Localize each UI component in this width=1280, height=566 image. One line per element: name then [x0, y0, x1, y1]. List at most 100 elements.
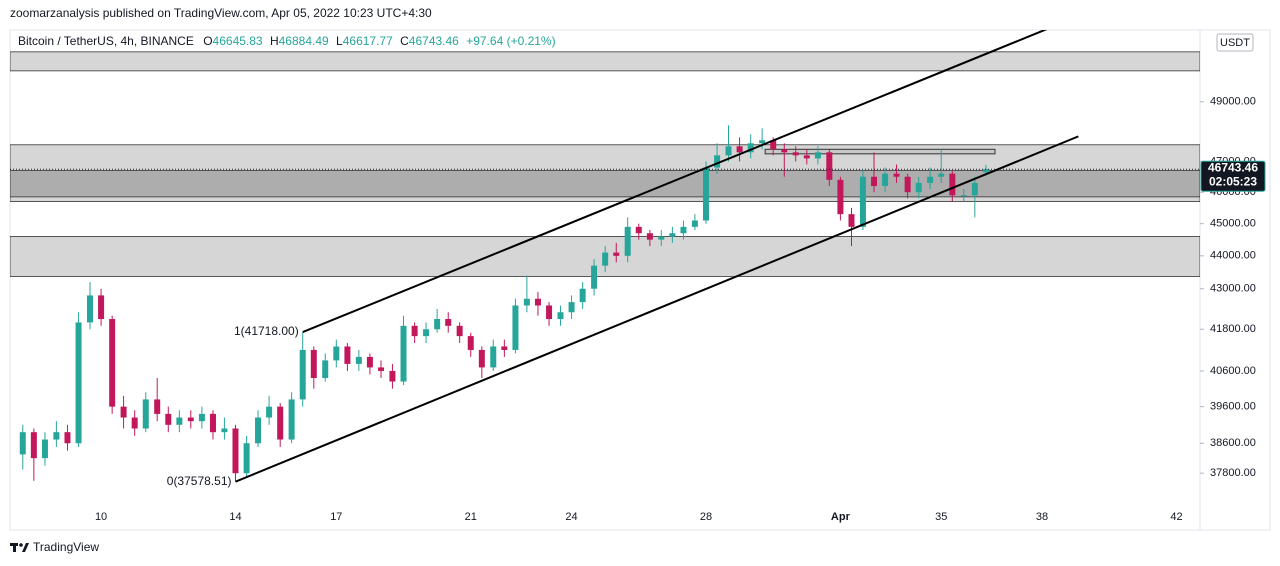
candle-body [19, 432, 26, 455]
candle-body [770, 140, 777, 150]
currency-button[interactable] [1216, 33, 1254, 52]
y-tick-label: 40600.00 [1210, 365, 1256, 377]
brand-logo [10, 543, 29, 552]
price-zone [10, 51, 1200, 72]
price-zone [10, 170, 1200, 198]
candle-body [187, 417, 194, 422]
candle-body [389, 370, 396, 382]
y-tick-label: 43000.00 [1210, 283, 1256, 295]
candle-body [635, 226, 642, 234]
candle-body [658, 236, 665, 240]
candle-body [534, 298, 541, 306]
y-tick-label: 39600.00 [1210, 401, 1256, 413]
candle-body [702, 167, 709, 221]
candle-body [512, 305, 519, 350]
symbol-legend: Bitcoin / TetherUS, 4h, BINANCE O46645.8… [18, 34, 556, 48]
candle-body [691, 220, 698, 227]
candle-body [423, 329, 430, 337]
candle-body [814, 152, 821, 159]
x-tick-label: 38 [1036, 511, 1048, 523]
candle-body [310, 349, 317, 379]
candle-body [400, 325, 407, 382]
candle-body [826, 152, 833, 180]
candle-body [568, 302, 575, 313]
y-tick-label: 37800.00 [1210, 467, 1256, 479]
candle-body [109, 319, 116, 407]
candle-body [277, 406, 284, 440]
open-value: 46645.83 [213, 34, 263, 48]
candle-body [837, 179, 844, 215]
candle-body [714, 155, 721, 168]
candle-body [792, 152, 799, 156]
candle-body [680, 226, 687, 234]
candle-body [456, 325, 463, 337]
candle-body [86, 295, 93, 323]
candle-body [490, 346, 497, 368]
candle-body [344, 346, 351, 364]
candle-body [30, 432, 37, 459]
x-tick-label: 21 [465, 511, 477, 523]
brand: TradingView [33, 540, 99, 554]
candle-body [266, 406, 273, 418]
candle-body [971, 182, 978, 196]
candle-body [366, 356, 373, 368]
candle-body [75, 322, 82, 444]
y-tick-label: 49000.00 [1210, 96, 1256, 108]
candle-body [871, 176, 878, 187]
candle-body [904, 176, 911, 193]
candle-body [255, 417, 262, 444]
candle-body [624, 226, 631, 256]
candle-body [803, 155, 810, 159]
trend-line [235, 135, 1079, 483]
candle-body [120, 406, 127, 418]
candle-body [591, 265, 598, 289]
candle-body [434, 319, 441, 330]
candle-body [322, 360, 329, 379]
candle-body [445, 319, 452, 326]
x-tick-label: 35 [935, 511, 947, 523]
trend-line [302, 30, 1048, 333]
legend-background [12, 33, 540, 51]
close-label: C [400, 34, 409, 48]
x-tick-label: 24 [565, 511, 577, 523]
candle-body [747, 143, 754, 153]
y-tick-label: 45000.00 [1210, 218, 1256, 230]
candle-body [848, 214, 855, 227]
x-tick-label: 28 [700, 511, 712, 523]
candle-body [467, 336, 474, 350]
countdown: 02:05:23 [1209, 174, 1257, 188]
high-value: 46884.49 [279, 34, 329, 48]
candle-body [232, 428, 239, 474]
y-tick-label: 38600.00 [1210, 437, 1256, 449]
candle-body [41, 439, 48, 459]
x-tick-label: 14 [229, 511, 241, 523]
last-price: 46743.46 [1208, 160, 1258, 174]
candle-body [378, 367, 385, 371]
candle-body [736, 146, 743, 153]
change: +97.64 (+0.21%) [466, 34, 555, 48]
candle-body [333, 346, 340, 361]
candle-body [859, 176, 866, 227]
candle-body [198, 413, 205, 422]
low-label: L [336, 34, 343, 48]
currency: USDT [1220, 37, 1250, 49]
candle-body [927, 176, 934, 183]
candle-body [613, 252, 620, 256]
candle-body [960, 195, 967, 197]
candle-body [915, 182, 922, 193]
y-tick-label: 44000.00 [1210, 250, 1256, 262]
candle-body [165, 413, 172, 425]
candle-body [646, 233, 653, 240]
candle-body [523, 298, 530, 306]
x-tick-label: 42 [1170, 511, 1182, 523]
low-value: 46617.77 [343, 34, 393, 48]
candle-body [243, 443, 250, 474]
x-tick-label: 17 [330, 511, 342, 523]
candle-body [355, 356, 362, 364]
candle-body [725, 146, 732, 156]
candle-body [176, 417, 183, 425]
candle-body [893, 173, 900, 177]
publisher-line: zoomarzanalysis published on TradingView… [10, 6, 432, 20]
